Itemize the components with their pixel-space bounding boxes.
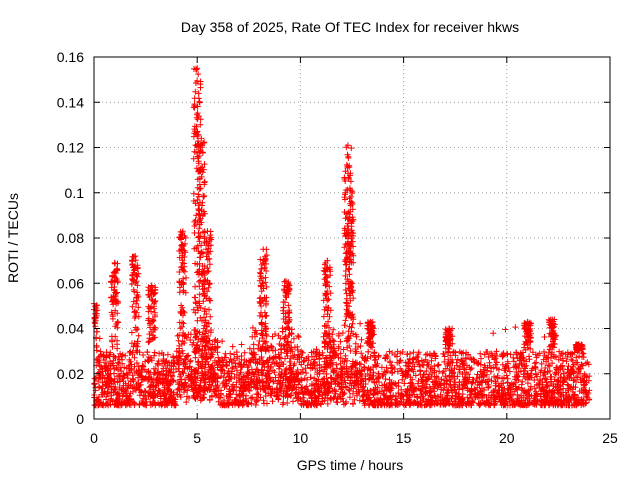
- y-tick-label: 0.12: [57, 140, 84, 156]
- y-axis-label: ROTI / TECUs: [5, 193, 21, 283]
- data-points: [91, 65, 593, 409]
- x-tick-label: 10: [293, 430, 309, 446]
- y-tick-label: 0: [76, 411, 84, 427]
- chart-title: Day 358 of 2025, Rate Of TEC Index for r…: [181, 19, 519, 35]
- axis-ticks: 0 0.02 0.04 0.06 0.08 0.1 0.12 0.14 0.16 0 5 10 15 20…: [57, 49, 618, 446]
- y-tick-label: 0.04: [57, 321, 84, 337]
- y-tick-label: 0.1: [65, 185, 85, 201]
- x-tick-label: 25: [602, 430, 618, 446]
- x-tick-label: 15: [396, 430, 412, 446]
- y-tick-label: 0.06: [57, 275, 84, 291]
- x-axis-label: GPS time / hours: [297, 457, 404, 473]
- x-tick-label: 0: [90, 430, 98, 446]
- y-tick-label: 0.02: [57, 366, 84, 382]
- x-tick-label: 20: [499, 430, 515, 446]
- y-tick-label: 0.16: [57, 49, 84, 65]
- y-tick-label: 0.14: [57, 94, 84, 110]
- y-tick-label: 0.08: [57, 230, 84, 246]
- roti-data-markers: [91, 65, 593, 409]
- x-tick-label: 5: [193, 430, 201, 446]
